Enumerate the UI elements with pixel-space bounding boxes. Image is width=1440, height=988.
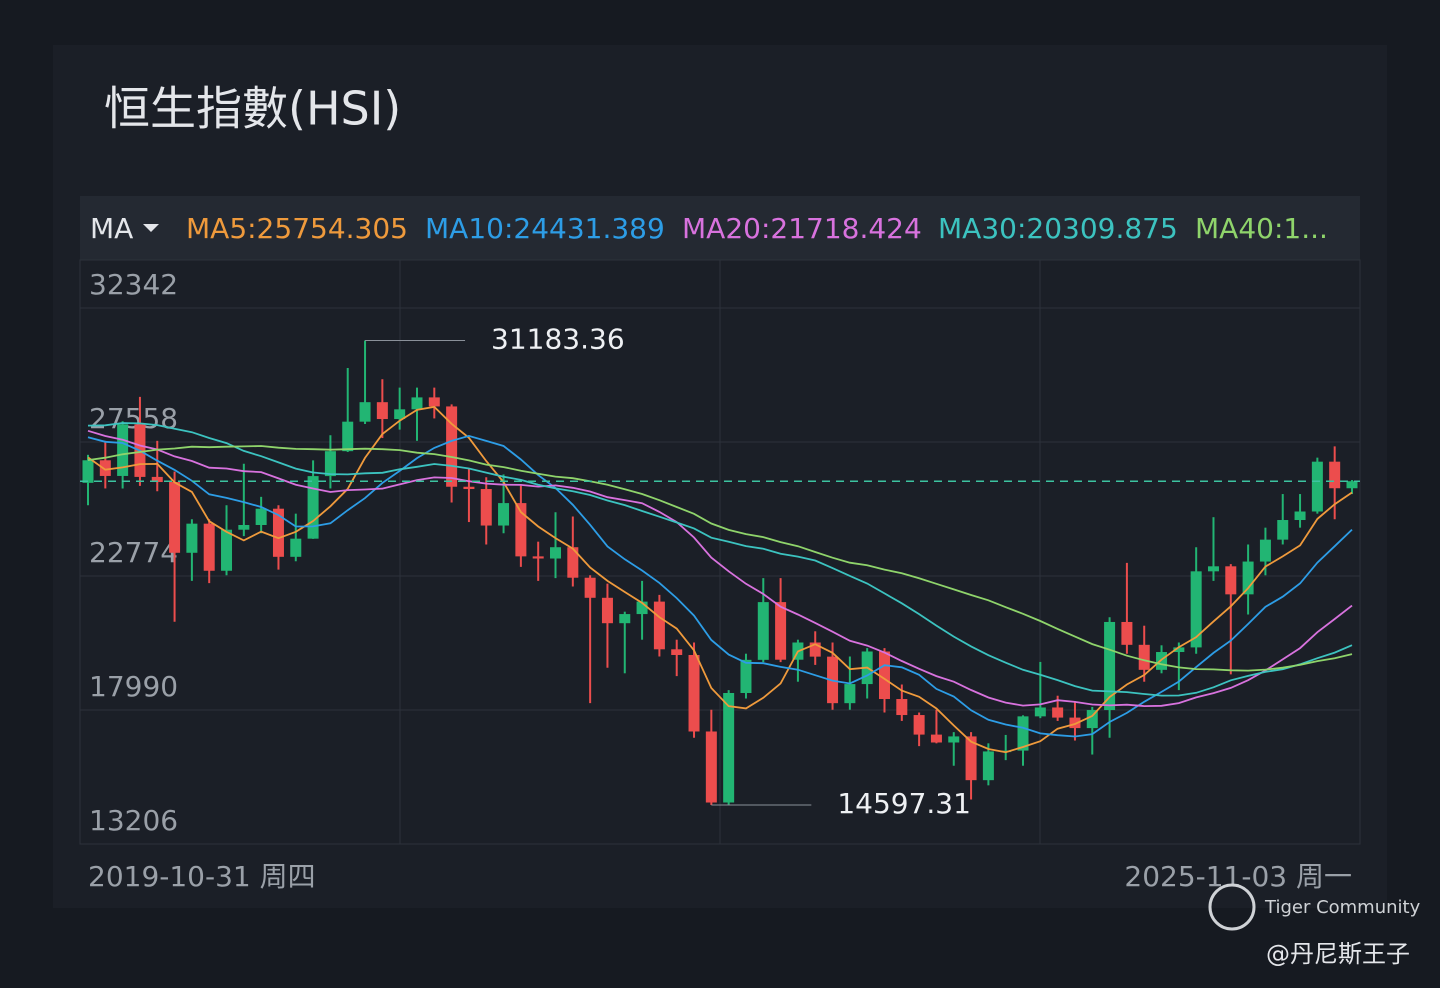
candle-body bbox=[394, 409, 406, 420]
candle-body bbox=[636, 601, 648, 615]
candle-body bbox=[342, 421, 354, 452]
candle-body bbox=[619, 614, 631, 624]
candle-body bbox=[688, 654, 700, 732]
candle-body bbox=[723, 693, 735, 803]
x-tick-label: 2019-10-31 周四 bbox=[88, 860, 316, 893]
candle-body bbox=[1242, 561, 1254, 595]
candle-body bbox=[446, 406, 458, 487]
y-tick-label: 13206 bbox=[89, 804, 178, 837]
ma-line bbox=[87, 434, 1353, 738]
candle-body bbox=[1017, 716, 1029, 751]
candle-body bbox=[359, 402, 371, 422]
y-tick-label: 32342 bbox=[89, 268, 178, 301]
candle-body bbox=[221, 529, 233, 571]
candle-body bbox=[671, 649, 683, 655]
candle-body bbox=[151, 476, 163, 483]
candle-body bbox=[99, 460, 111, 476]
candle-body bbox=[982, 751, 994, 781]
candle-body bbox=[930, 734, 942, 743]
candle-body bbox=[1173, 647, 1185, 653]
chart-title: 恒生指數(HSI) bbox=[104, 82, 401, 136]
candle-body bbox=[809, 642, 821, 657]
candle-body bbox=[82, 460, 94, 483]
candle-body bbox=[515, 503, 527, 557]
candle-body bbox=[203, 523, 215, 571]
candle-body bbox=[1156, 652, 1168, 670]
candle-body bbox=[1294, 511, 1306, 521]
y-tick-label: 22774 bbox=[89, 536, 178, 569]
candle-body bbox=[965, 736, 977, 781]
candle-body bbox=[584, 577, 596, 598]
candle-body bbox=[567, 547, 579, 578]
y-tick-label: 17990 bbox=[89, 670, 178, 703]
watermark-logo bbox=[1208, 883, 1256, 931]
legend-entry: MA40:1... bbox=[1195, 212, 1328, 245]
candle-body bbox=[324, 451, 336, 477]
annotation: 14597.31 bbox=[837, 787, 971, 820]
candle-body bbox=[117, 424, 129, 476]
y-tick-label: 27558 bbox=[89, 402, 178, 435]
candle-body bbox=[1052, 707, 1064, 718]
candle-body bbox=[948, 736, 960, 743]
candle-body bbox=[1207, 566, 1219, 572]
candle-body bbox=[1277, 520, 1289, 540]
candle-body bbox=[290, 538, 302, 557]
candle-body bbox=[376, 402, 388, 420]
candle-body bbox=[498, 503, 510, 526]
candle-body bbox=[169, 482, 181, 553]
candle-body bbox=[1259, 539, 1271, 562]
legend-entry: MA5:25754.305 bbox=[186, 212, 408, 245]
ma-line bbox=[87, 422, 1353, 697]
annotation: 31183.36 bbox=[491, 322, 625, 355]
candle-body bbox=[550, 547, 562, 559]
ma-line bbox=[87, 445, 1353, 672]
ma-line bbox=[87, 405, 1353, 754]
candle-body bbox=[1104, 621, 1116, 711]
credit: @丹尼斯王子 bbox=[1266, 940, 1410, 968]
candle-body bbox=[844, 684, 856, 704]
candle-body bbox=[653, 601, 665, 650]
candle-body bbox=[740, 659, 752, 694]
candle-body bbox=[272, 508, 284, 557]
candle-body bbox=[878, 651, 890, 700]
candle-body bbox=[896, 699, 908, 716]
candle-body bbox=[1121, 621, 1133, 645]
legend-entry: MA10:24431.389 bbox=[425, 212, 665, 245]
candle-body bbox=[1069, 717, 1081, 729]
candle-body bbox=[1346, 481, 1358, 489]
candle-body bbox=[463, 486, 475, 490]
candle-body bbox=[775, 602, 787, 660]
candle-body bbox=[601, 597, 613, 624]
watermark: Tiger Community bbox=[1264, 897, 1421, 918]
x-tick-label: 2025-11-03 周一 bbox=[1124, 860, 1352, 893]
candle-body bbox=[411, 397, 423, 410]
indicator-menu[interactable]: MA bbox=[90, 212, 133, 245]
candle-body bbox=[186, 523, 198, 553]
candle-body bbox=[428, 397, 440, 407]
candle-body bbox=[1225, 566, 1237, 595]
candle-body bbox=[757, 602, 769, 660]
candle-body bbox=[1329, 461, 1341, 489]
dropdown-arrow[interactable] bbox=[143, 224, 159, 232]
candle-body bbox=[1034, 707, 1046, 717]
candle-body bbox=[705, 731, 717, 803]
candle-body bbox=[913, 715, 925, 735]
ma-line bbox=[87, 429, 1353, 708]
legend-entry: MA30:20309.875 bbox=[938, 212, 1178, 245]
candle-body bbox=[1138, 644, 1150, 670]
legend-entry: MA20:21718.424 bbox=[682, 212, 922, 245]
candle-body bbox=[480, 489, 492, 526]
candle-body bbox=[1311, 461, 1323, 512]
legend-bar bbox=[80, 196, 1360, 260]
candle-body bbox=[307, 476, 319, 539]
candle-body bbox=[238, 524, 250, 530]
candle-body bbox=[1190, 571, 1202, 648]
candle-body bbox=[532, 556, 544, 559]
candle-body bbox=[1086, 710, 1098, 729]
candle-body bbox=[255, 508, 267, 525]
